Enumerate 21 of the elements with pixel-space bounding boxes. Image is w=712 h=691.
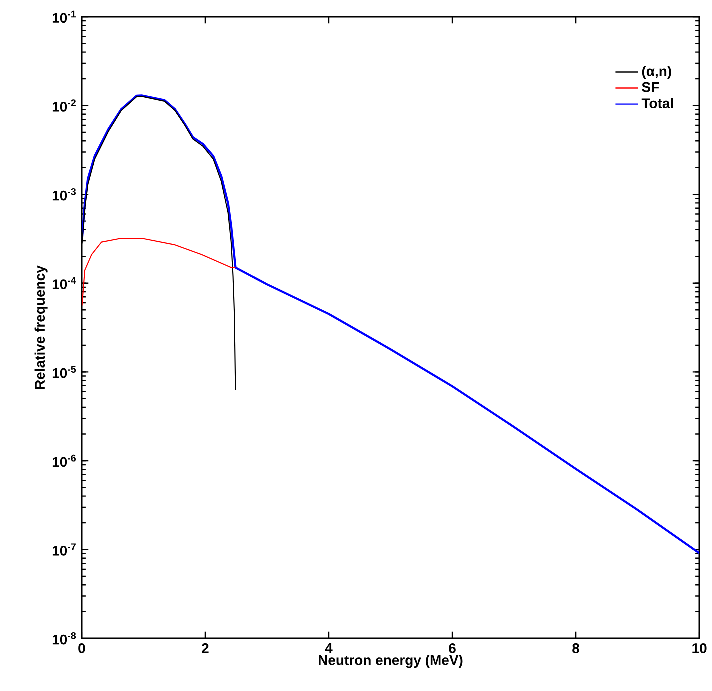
y-tick-label: 10$^{-3}$ (52, 188, 76, 201)
legend-label: SF (642, 82, 660, 92)
line-series (82, 238, 236, 307)
x-tick-label: 8 (572, 644, 580, 654)
legend-label: Total (642, 98, 674, 109)
y-tick-label: 10$^{-4}$ (52, 278, 76, 290)
y-tick-label: 10$^{-5}$ (52, 366, 76, 378)
y-axis-title: Relative frequency (34, 266, 48, 390)
line-series (82, 94, 700, 555)
y-tick-label: 10$^{-6}$ (52, 455, 76, 468)
x-tick-label: 6 (449, 644, 456, 654)
y-tick-label: 10$^{-8}$ (52, 632, 76, 645)
x-tick-label: 10 (692, 644, 707, 654)
legend-label: (α,n) (642, 66, 672, 80)
x-axis-title: Neutron energy (MeV) (319, 655, 463, 668)
y-tick-label: 10$^{-1}$ (52, 11, 76, 24)
y-tick-label: 10$^{-2}$ (52, 100, 76, 112)
y-tick-label: 10$^{-7}$ (52, 544, 76, 556)
x-tick-label: 0 (78, 644, 86, 654)
x-tick-label: 4 (325, 644, 333, 654)
x-tick-label: 2 (202, 644, 209, 654)
